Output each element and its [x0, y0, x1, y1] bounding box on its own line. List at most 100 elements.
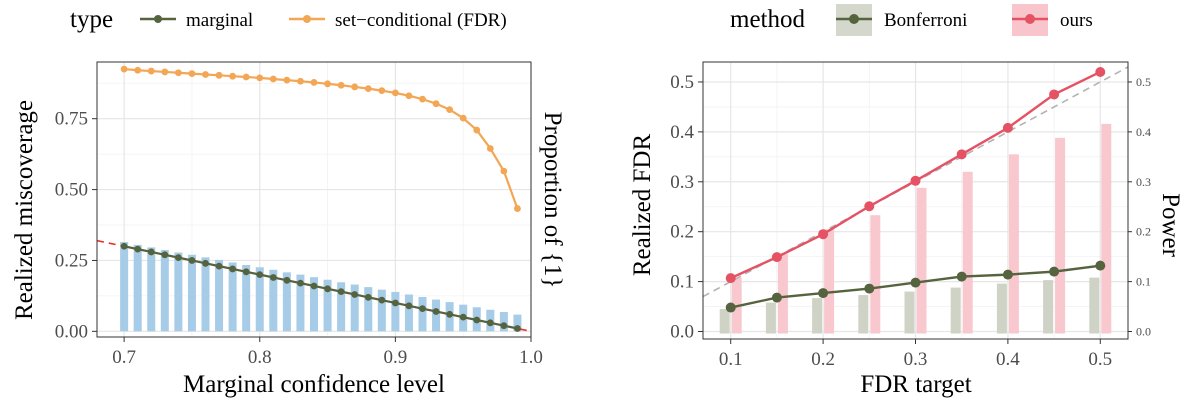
l-bar-proportion-of-1- [364, 287, 373, 332]
r-bar-bonferroni [765, 302, 776, 334]
r-point-bonferroni [725, 302, 736, 313]
legend-label-ours: ours [1060, 10, 1093, 31]
r-point-ours [1002, 122, 1013, 133]
y-tick-label: 0.0 [670, 322, 694, 343]
l-point-marginal [324, 285, 331, 293]
l-bar-proportion-of-1- [242, 264, 251, 332]
l-point-marginal [283, 276, 291, 284]
r-point-bonferroni [1049, 266, 1060, 277]
l-bar-proportion-of-1- [337, 282, 346, 332]
l-point-set-conditional-fdr- [256, 74, 264, 82]
left-x-ticks: 0.7 0.8 0.9 1.0 [112, 337, 543, 368]
right-panel: 0.1 0.2 0.3 0.4 0.5 0.00.10.20.30.40.5 0.00.… [629, 61, 1184, 398]
l-point-marginal [161, 251, 169, 259]
y-tick-label: 0.75 [55, 109, 88, 130]
l-point-set-conditional-fdr- [269, 75, 277, 83]
l-point-set-conditional-fdr- [419, 95, 426, 103]
l-point-set-conditional-fdr- [242, 73, 250, 81]
legend-label-marginal: marginal [186, 10, 253, 31]
x-tick-label: 0.5 [1088, 349, 1112, 370]
l-point-marginal [229, 265, 237, 273]
l-point-set-conditional-fdr- [120, 65, 128, 73]
r-bar-bonferroni [812, 298, 823, 334]
r-bar-ours [916, 187, 927, 334]
l-point-marginal [297, 279, 304, 287]
l-point-marginal [269, 274, 277, 281]
y-tick-label: 0.4 [670, 122, 694, 143]
x-tick-label: 0.7 [112, 347, 136, 368]
right-legend: method Bonferroni ours [730, 4, 1093, 36]
r-point-bonferroni [910, 277, 921, 288]
l-point-set-conditional-fdr- [432, 100, 440, 108]
l-point-set-conditional-fdr- [283, 76, 291, 84]
r-point-ours [818, 229, 829, 240]
l-point-set-conditional-fdr- [337, 81, 345, 89]
l-point-set-conditional-fdr- [215, 71, 223, 79]
l-point-set-conditional-fdr- [310, 79, 318, 86]
l-bar-proportion-of-1- [174, 252, 183, 332]
l-point-set-conditional-fdr- [459, 114, 467, 122]
l-point-marginal [486, 319, 494, 327]
left-points [120, 65, 521, 332]
l-bar-proportion-of-1- [323, 279, 332, 332]
l-point-marginal [391, 299, 399, 307]
l-point-set-conditional-fdr- [324, 80, 331, 88]
r-point-bonferroni [771, 292, 782, 303]
l-point-set-conditional-fdr- [229, 72, 237, 80]
r-bar-bonferroni [950, 287, 961, 334]
l-bar-proportion-of-1- [201, 257, 210, 332]
r-bar-bonferroni [996, 283, 1007, 334]
x-tick-label: 0.9 [384, 347, 408, 368]
secondary-y-tick-label: 0.0 [1136, 325, 1151, 339]
l-bar-proportion-of-1- [120, 242, 129, 332]
x-tick-label: 1.0 [519, 347, 543, 368]
l-bar-proportion-of-1- [499, 312, 508, 332]
right-y-axis-title: Realized FDR [629, 134, 656, 277]
left-bars [120, 242, 522, 332]
l-point-set-conditional-fdr- [364, 85, 372, 93]
l-bar-proportion-of-1- [418, 297, 427, 332]
x-tick-label: 0.8 [248, 347, 272, 368]
l-point-set-conditional-fdr- [188, 70, 196, 78]
r-point-bonferroni [1095, 260, 1106, 271]
r-point-bonferroni [1002, 269, 1013, 280]
l-point-marginal [405, 302, 413, 310]
l-point-set-conditional-fdr- [147, 67, 155, 75]
l-point-set-conditional-fdr- [174, 69, 182, 77]
r-point-ours [1049, 89, 1060, 100]
l-point-marginal [351, 291, 359, 298]
left-legend-key-marginal [140, 15, 176, 23]
l-point-marginal [147, 248, 155, 256]
legend-point-marginal [154, 15, 162, 23]
l-point-set-conditional-fdr- [473, 126, 481, 134]
r-bar-ours [1008, 154, 1019, 334]
r-bar-ours [1101, 123, 1112, 334]
r-bar-bonferroni [1089, 277, 1100, 334]
l-point-set-conditional-fdr- [378, 87, 386, 95]
y-tick-label: 0.5 [670, 72, 694, 93]
right-x-ticks: 0.1 0.2 0.3 0.4 0.5 [719, 339, 1112, 370]
l-bar-proportion-of-1- [350, 284, 359, 332]
y-tick-label: 0.00 [55, 321, 88, 342]
l-bar-proportion-of-1- [391, 291, 400, 332]
l-point-marginal [364, 293, 372, 301]
r-bar-bonferroni [1043, 280, 1054, 334]
r-point-ours [910, 175, 921, 186]
l-point-set-conditional-fdr- [351, 83, 359, 91]
r-point-bonferroni [956, 271, 967, 282]
secondary-y-tick-label: 0.2 [1136, 225, 1151, 239]
l-point-marginal [134, 245, 142, 253]
l-point-set-conditional-fdr- [297, 77, 304, 85]
x-tick-label: 0.2 [811, 349, 835, 370]
right-y-ticks: 0.0 0.1 0.2 0.3 0.4 0.5 [670, 72, 703, 343]
y-tick-label: 0.3 [670, 172, 694, 193]
l-point-set-conditional-fdr- [161, 68, 169, 76]
l-bar-proportion-of-1- [310, 277, 318, 332]
l-point-set-conditional-fdr- [202, 71, 209, 78]
r-bar-ours [870, 215, 881, 334]
secondary-y-tick-label: 0.3 [1136, 175, 1151, 189]
l-point-set-conditional-fdr- [486, 145, 494, 152]
x-tick-label: 0.4 [996, 349, 1020, 370]
l-point-set-conditional-fdr- [405, 92, 413, 100]
